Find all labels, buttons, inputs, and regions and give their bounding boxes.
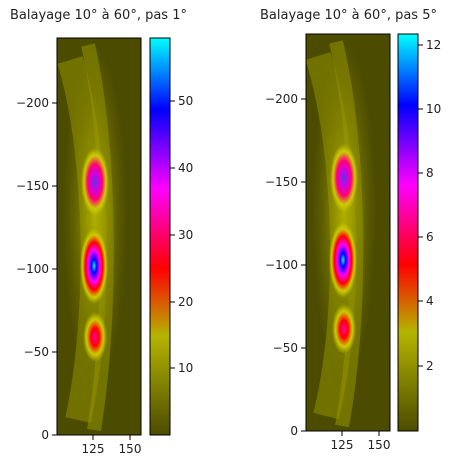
panel-1-frame: [56, 37, 142, 436]
cbar-tick-label: 40: [178, 161, 193, 175]
panel-2-lobe-upper: [330, 144, 358, 212]
panel-1-colorbar-ticks: 50 40 30 20 10: [170, 94, 193, 375]
panel-2-heatmap: [305, 40, 376, 428]
panel-2-yticks: 0 −50 −100 −150 −200: [265, 92, 306, 438]
panel-2-frame: [305, 33, 391, 432]
ytick-label: −150: [265, 175, 298, 189]
xtick-label: 150: [119, 442, 142, 456]
panel-1: Balayage 10° à 60°, pas 1° 0 −50 −100 −1…: [10, 8, 193, 456]
xtick-label: 125: [331, 438, 354, 452]
ytick-label: −100: [16, 262, 49, 276]
panel-2-colorbar: [397, 33, 419, 432]
panel-2-xticks: 125 150: [331, 431, 391, 452]
ytick-label: −150: [16, 179, 49, 193]
panel-1-lobe-lower: [83, 312, 107, 362]
panel-1-lobe-upper: [81, 148, 109, 216]
cbar-tick-label: 4: [426, 294, 434, 308]
panel-2: Balayage 10° à 60°, pas 5° 0 −50 −100 −1…: [260, 8, 441, 452]
cbar-tick-label: 6: [426, 230, 434, 244]
cbar-tick-label: 10: [178, 361, 193, 375]
panel-1-title: Balayage 10° à 60°, pas 1°: [10, 8, 187, 23]
xtick-label: 125: [82, 442, 105, 456]
panel-2-colorbar-ticks: 12 10 8 6 4 2: [418, 38, 441, 373]
panel-2-lobe-main: [329, 222, 357, 298]
panel-1-xticks: 125 150: [82, 435, 142, 456]
ytick-label: −200: [16, 96, 49, 110]
ytick-label: −200: [265, 92, 298, 106]
cbar-tick-label: 50: [178, 94, 193, 108]
panel-2-title: Balayage 10° à 60°, pas 5°: [260, 8, 437, 23]
ytick-label: −50: [24, 345, 49, 359]
cbar-tick-label: 8: [426, 166, 434, 180]
ytick-label: 0: [41, 428, 49, 442]
cbar-tick-label: 20: [178, 295, 193, 309]
panel-1-colorbar: [149, 37, 171, 436]
panel-1-heatmap: [63, 45, 127, 430]
cbar-tick-label: 10: [426, 102, 441, 116]
ytick-label: −100: [265, 258, 298, 272]
panel-1-yticks: 0 −50 −100 −150 −200: [16, 96, 57, 442]
xtick-label: 150: [368, 438, 391, 452]
cbar-tick-label: 12: [426, 38, 441, 52]
panel-1-lobe-main: [80, 228, 108, 304]
cbar-tick-label: 30: [178, 228, 193, 242]
ytick-label: −50: [273, 341, 298, 355]
cbar-tick-label: 2: [426, 359, 434, 373]
ytick-label: 0: [290, 424, 298, 438]
panel-2-lobe-lower: [332, 304, 356, 354]
